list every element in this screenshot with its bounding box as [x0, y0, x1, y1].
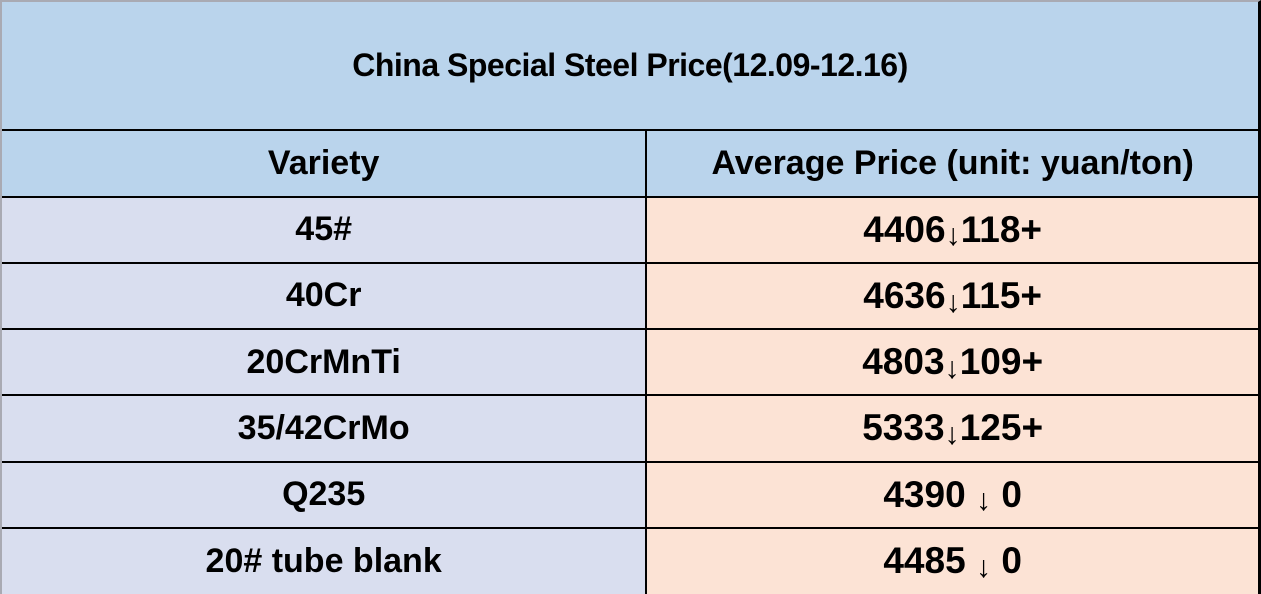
price-cell: 4485 ↓ 0 — [645, 526, 1258, 594]
table-row: 20CrMnTi 4803↓109+ — [2, 328, 1258, 397]
header-row: Variety Average Price (unit: yuan/ton) — [2, 129, 1258, 198]
price-change: 125+ — [959, 407, 1044, 449]
down-arrow-icon: ↓ — [944, 418, 960, 452]
price-value: 4485 — [883, 540, 976, 582]
table-row: 45# 4406↓118+ — [2, 195, 1258, 264]
price-cell: 4406↓118+ — [645, 195, 1258, 264]
down-arrow-icon: ↓ — [975, 551, 992, 584]
table-row: Q235 4390 ↓ 0 — [2, 460, 1258, 529]
price-change: 0 — [991, 540, 1022, 582]
price-value: 4406 — [863, 208, 946, 250]
table-row: 20# tube blank 4485 ↓ 0 — [2, 526, 1258, 594]
variety-cell: 45# — [2, 195, 648, 264]
variety-cell: Q235 — [2, 460, 648, 529]
column-header-average-price: Average Price (unit: yuan/ton) — [645, 129, 1258, 198]
variety-cell: 20# tube blank — [2, 526, 648, 594]
price-change: 0 — [991, 473, 1022, 515]
variety-cell: 20CrMnTi — [2, 328, 648, 397]
price-cell: 4803↓109+ — [645, 328, 1258, 397]
price-change: 115+ — [960, 274, 1043, 316]
table-title: China Special Steel Price(12.09-12.16) — [2, 2, 1258, 132]
table-row: 40Cr 4636↓115+ — [2, 261, 1258, 331]
down-arrow-icon: ↓ — [945, 285, 961, 319]
variety-cell: 35/42CrMo — [2, 394, 648, 463]
price-change: 118+ — [960, 208, 1043, 250]
variety-cell: 40Cr — [2, 261, 648, 331]
table-row: 35/42CrMo 5333↓125+ — [2, 394, 1258, 463]
price-change: 109+ — [959, 341, 1044, 383]
down-arrow-icon: ↓ — [945, 219, 961, 253]
down-arrow-icon: ↓ — [944, 351, 960, 385]
price-cell: 5333↓125+ — [645, 394, 1258, 463]
price-value: 5333 — [862, 407, 945, 449]
price-value: 4390 — [883, 473, 976, 515]
title-row: China Special Steel Price(12.09-12.16) — [2, 2, 1258, 132]
column-header-variety: Variety — [2, 129, 648, 198]
price-cell: 4390 ↓ 0 — [645, 460, 1258, 529]
price-cell: 4636↓115+ — [645, 261, 1258, 331]
price-value: 4636 — [863, 274, 946, 316]
price-value: 4803 — [862, 341, 945, 383]
down-arrow-icon: ↓ — [975, 484, 992, 518]
